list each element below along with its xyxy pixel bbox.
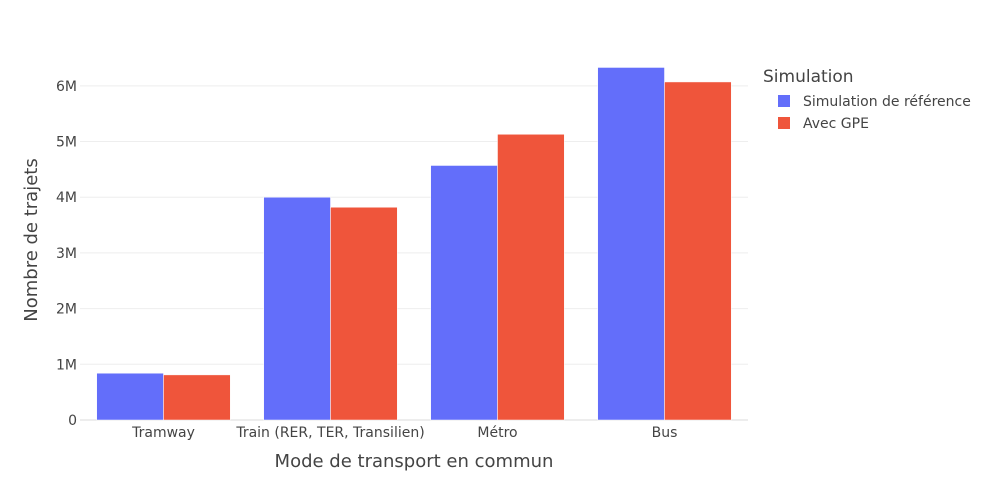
bar-gpe-1[interactable] xyxy=(330,207,398,421)
legend-title: Simulation xyxy=(763,67,854,87)
y-tick-label: 2M xyxy=(56,302,77,318)
bar-reference-0[interactable] xyxy=(96,372,164,421)
legend-label[interactable]: Avec GPE xyxy=(803,116,869,132)
x-tick-label: Bus xyxy=(652,425,678,441)
bar-reference-3[interactable] xyxy=(597,67,665,421)
x-axis-title: Mode de transport en commun xyxy=(275,451,554,472)
y-tick-label: 4M xyxy=(56,190,77,206)
x-tick-label: Tramway xyxy=(131,425,195,441)
x-tick-labels: Tramway Train (RER, TER, Transilien) Métro… xyxy=(131,425,677,441)
y-tick-labels: 0 1M 2M 3M 4M 5M 6M xyxy=(56,79,77,429)
y-tick-label: 5M xyxy=(56,135,77,151)
y-axis-title: Nombre de trajets xyxy=(21,158,42,321)
y-tick-label: 6M xyxy=(56,79,77,95)
legend[interactable]: Simulation Simulation de référence Avec G… xyxy=(763,67,971,132)
bars xyxy=(96,67,732,421)
legend-swatch[interactable] xyxy=(778,95,790,107)
bar-reference-1[interactable] xyxy=(263,196,331,421)
legend-label[interactable]: Simulation de référence xyxy=(803,94,971,110)
bar-gpe-0[interactable] xyxy=(163,374,231,421)
bar-reference-2[interactable] xyxy=(430,165,498,421)
x-tick-label: Train (RER, TER, Transilien) xyxy=(235,425,424,441)
legend-items: Simulation de référence Avec GPE xyxy=(778,94,971,132)
x-tick-label: Métro xyxy=(477,425,517,441)
legend-swatch[interactable] xyxy=(778,117,790,129)
y-tick-label: 0 xyxy=(68,413,77,429)
bar-gpe-2[interactable] xyxy=(497,134,565,421)
y-tick-label: 3M xyxy=(56,246,77,262)
bar-gpe-3[interactable] xyxy=(664,81,732,421)
y-tick-label: 1M xyxy=(56,357,77,373)
